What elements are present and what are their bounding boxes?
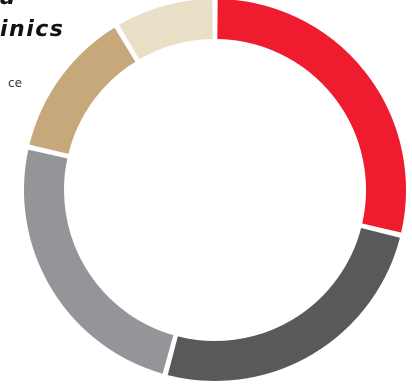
chart-title-fragment: a inics	[0, 0, 90, 48]
chart-title-line-1: a	[0, 0, 16, 10]
chart-title-line-2: inics	[0, 17, 65, 42]
donut-slice-gray	[22, 147, 176, 377]
donut-slice-tan	[27, 24, 139, 157]
legend-text-fragment: ce	[0, 76, 22, 94]
donut-slice-dark-gray	[165, 225, 403, 383]
donut-slice-red	[215, 0, 408, 235]
legend-text-fragment-label: ce	[8, 76, 22, 90]
donut-slice-cream	[116, 0, 215, 63]
